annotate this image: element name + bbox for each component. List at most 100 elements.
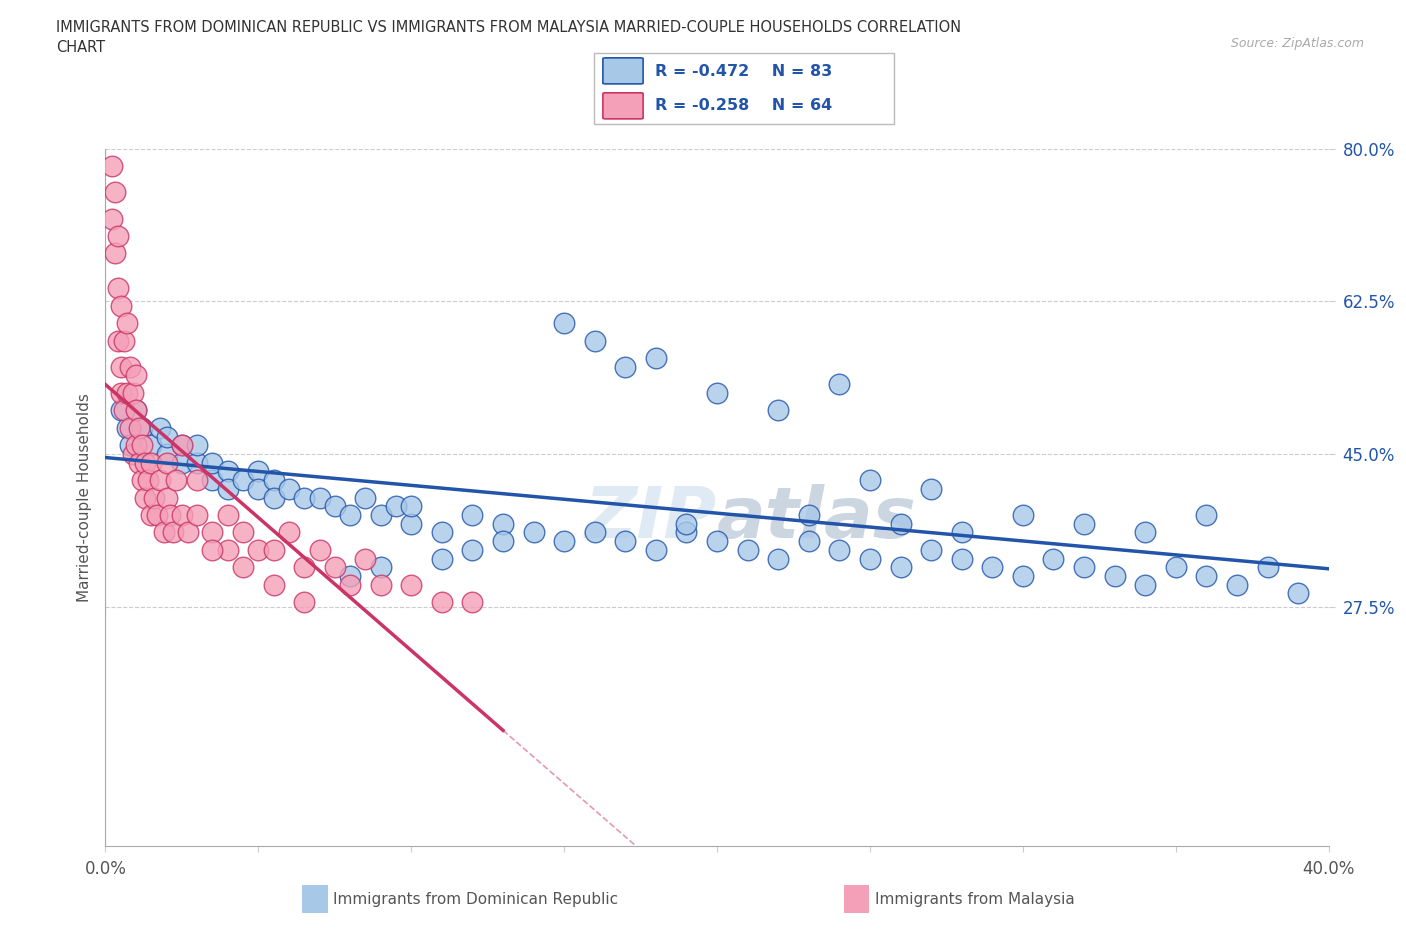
Point — [889, 560, 911, 575]
Point — [122, 446, 145, 461]
Point — [370, 578, 392, 592]
Point — [950, 525, 973, 540]
Point — [399, 578, 422, 592]
Text: ZIP: ZIP — [585, 484, 717, 553]
Point — [247, 542, 270, 557]
Point — [100, 159, 122, 174]
Point — [277, 482, 299, 497]
Point — [110, 359, 132, 374]
Point — [385, 498, 408, 513]
Text: Source: ZipAtlas.com: Source: ZipAtlas.com — [1230, 37, 1364, 50]
Text: CHART: CHART — [56, 40, 105, 55]
Point — [263, 542, 285, 557]
Point — [263, 490, 285, 505]
Point — [920, 482, 942, 497]
Point — [134, 456, 156, 471]
Point — [614, 359, 637, 374]
Point — [644, 542, 666, 557]
FancyBboxPatch shape — [842, 884, 870, 915]
Point — [981, 560, 1004, 575]
Point — [247, 482, 270, 497]
Point — [141, 456, 163, 471]
Point — [217, 464, 239, 479]
Point — [1042, 551, 1064, 566]
Point — [1195, 508, 1218, 523]
Point — [104, 185, 127, 200]
Point — [399, 516, 422, 531]
Point — [323, 498, 346, 513]
Point — [339, 568, 361, 583]
Point — [920, 542, 942, 557]
Point — [143, 490, 166, 505]
Point — [110, 386, 132, 401]
Point — [430, 595, 453, 610]
Point — [232, 525, 254, 540]
Point — [125, 438, 148, 453]
Point — [155, 446, 177, 461]
Point — [859, 551, 882, 566]
Text: atlas: atlas — [717, 484, 917, 553]
Point — [128, 420, 150, 435]
Point — [107, 333, 129, 348]
Point — [128, 456, 150, 471]
Text: IMMIGRANTS FROM DOMINICAN REPUBLIC VS IMMIGRANTS FROM MALAYSIA MARRIED-COUPLE HO: IMMIGRANTS FROM DOMINICAN REPUBLIC VS IM… — [56, 20, 962, 35]
Point — [1011, 508, 1033, 523]
Point — [1104, 568, 1126, 583]
Point — [339, 578, 361, 592]
FancyBboxPatch shape — [593, 53, 894, 124]
Point — [115, 386, 138, 401]
Point — [1164, 560, 1187, 575]
Point — [201, 525, 224, 540]
Point — [134, 490, 156, 505]
Point — [217, 508, 239, 523]
Point — [1011, 568, 1033, 583]
Point — [553, 534, 575, 549]
Point — [131, 438, 153, 453]
Point — [186, 438, 208, 453]
FancyBboxPatch shape — [603, 93, 643, 119]
Point — [115, 316, 138, 331]
Point — [162, 525, 184, 540]
Y-axis label: Married-couple Households: Married-couple Households — [76, 393, 91, 602]
Point — [1195, 568, 1218, 583]
Point — [553, 316, 575, 331]
Point — [107, 229, 129, 244]
Point — [308, 542, 330, 557]
Point — [308, 490, 330, 505]
Point — [1073, 560, 1095, 575]
Point — [828, 377, 851, 392]
Point — [201, 542, 224, 557]
Point — [354, 551, 377, 566]
Point — [1133, 525, 1156, 540]
Point — [354, 490, 377, 505]
Point — [292, 490, 315, 505]
Point — [146, 508, 169, 523]
Point — [232, 472, 254, 487]
Point — [104, 246, 127, 261]
Point — [100, 211, 122, 226]
Point — [115, 420, 138, 435]
FancyBboxPatch shape — [603, 58, 643, 84]
Point — [461, 542, 484, 557]
Point — [122, 386, 145, 401]
Text: Immigrants from Malaysia: Immigrants from Malaysia — [875, 892, 1074, 907]
Point — [950, 551, 973, 566]
Point — [797, 508, 820, 523]
Point — [430, 525, 453, 540]
Point — [1256, 560, 1278, 575]
Point — [186, 508, 208, 523]
Point — [118, 420, 141, 435]
FancyBboxPatch shape — [301, 884, 329, 915]
Point — [118, 438, 141, 453]
Point — [170, 508, 193, 523]
Text: Immigrants from Dominican Republic: Immigrants from Dominican Republic — [333, 892, 619, 907]
Point — [370, 508, 392, 523]
Point — [492, 516, 515, 531]
Point — [110, 299, 132, 313]
Point — [186, 472, 208, 487]
Point — [125, 403, 148, 418]
Point — [201, 472, 224, 487]
Point — [170, 438, 193, 453]
Point — [859, 472, 882, 487]
Point — [125, 368, 148, 383]
